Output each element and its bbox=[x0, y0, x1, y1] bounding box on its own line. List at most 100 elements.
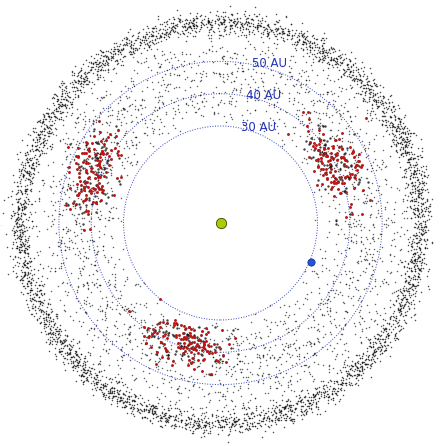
Point bbox=[92, 151, 99, 158]
Point bbox=[100, 169, 107, 177]
Point bbox=[22, 235, 29, 242]
Point bbox=[171, 322, 178, 329]
Point bbox=[178, 389, 185, 396]
Point bbox=[56, 100, 63, 107]
Point bbox=[221, 17, 228, 24]
Point bbox=[108, 162, 115, 169]
Point bbox=[27, 187, 34, 194]
Point bbox=[336, 144, 343, 151]
Point bbox=[410, 169, 417, 177]
Point bbox=[338, 158, 345, 165]
Point bbox=[340, 56, 347, 63]
Point bbox=[50, 94, 57, 101]
Point bbox=[187, 22, 194, 29]
Point bbox=[105, 47, 112, 54]
Point bbox=[232, 418, 239, 425]
Point bbox=[68, 337, 75, 344]
Point bbox=[70, 155, 77, 162]
Point bbox=[91, 81, 98, 88]
Point bbox=[227, 28, 234, 35]
Point bbox=[157, 415, 164, 422]
Point bbox=[127, 324, 134, 331]
Point bbox=[79, 372, 86, 380]
Point bbox=[33, 146, 40, 153]
Point bbox=[44, 212, 51, 219]
Point bbox=[312, 391, 319, 398]
Point bbox=[74, 215, 81, 222]
Point bbox=[74, 358, 81, 365]
Point bbox=[196, 340, 203, 347]
Point bbox=[317, 150, 324, 157]
Point bbox=[411, 130, 418, 137]
Point bbox=[402, 167, 409, 174]
Point bbox=[332, 60, 339, 67]
Point bbox=[285, 131, 292, 138]
Point bbox=[397, 289, 404, 296]
Point bbox=[417, 186, 424, 193]
Point bbox=[20, 172, 27, 179]
Point bbox=[181, 326, 188, 333]
Point bbox=[28, 200, 35, 207]
Point bbox=[156, 325, 163, 332]
Point bbox=[296, 32, 303, 39]
Point bbox=[95, 369, 102, 376]
Point bbox=[346, 204, 353, 211]
Point bbox=[140, 96, 147, 103]
Point bbox=[365, 335, 372, 342]
Point bbox=[363, 98, 370, 105]
Point bbox=[172, 413, 179, 420]
Point bbox=[272, 373, 279, 380]
Point bbox=[418, 231, 425, 238]
Point bbox=[226, 54, 233, 61]
Point bbox=[188, 77, 195, 84]
Point bbox=[265, 29, 272, 36]
Point bbox=[151, 408, 158, 415]
Point bbox=[354, 169, 361, 176]
Point bbox=[400, 286, 407, 293]
Point bbox=[392, 296, 400, 303]
Point bbox=[107, 49, 114, 56]
Point bbox=[246, 414, 253, 421]
Point bbox=[21, 211, 28, 218]
Point bbox=[155, 104, 162, 111]
Point bbox=[59, 90, 66, 97]
Point bbox=[99, 182, 106, 190]
Point bbox=[183, 100, 190, 107]
Point bbox=[381, 104, 388, 111]
Point bbox=[128, 346, 135, 353]
Point bbox=[214, 322, 221, 330]
Point bbox=[410, 246, 417, 253]
Point bbox=[30, 290, 37, 297]
Point bbox=[103, 297, 110, 304]
Point bbox=[228, 413, 235, 420]
Point bbox=[56, 84, 64, 91]
Point bbox=[63, 104, 70, 111]
Point bbox=[320, 146, 327, 153]
Point bbox=[406, 156, 413, 163]
Point bbox=[228, 70, 235, 77]
Point bbox=[56, 264, 63, 272]
Point bbox=[417, 202, 424, 209]
Point bbox=[189, 429, 196, 436]
Point bbox=[325, 296, 332, 303]
Point bbox=[80, 365, 87, 372]
Point bbox=[366, 343, 373, 350]
Point bbox=[152, 93, 159, 100]
Point bbox=[361, 145, 368, 152]
Point bbox=[22, 190, 29, 197]
Point bbox=[410, 174, 417, 181]
Point bbox=[396, 322, 403, 329]
Point bbox=[327, 287, 334, 294]
Point bbox=[168, 61, 175, 68]
Point bbox=[195, 419, 202, 426]
Point bbox=[125, 338, 132, 345]
Point bbox=[407, 189, 414, 196]
Point bbox=[46, 115, 53, 122]
Point bbox=[15, 204, 22, 211]
Point bbox=[241, 21, 248, 28]
Point bbox=[79, 61, 86, 68]
Point bbox=[352, 217, 359, 224]
Point bbox=[77, 350, 84, 357]
Point bbox=[61, 338, 68, 345]
Point bbox=[335, 53, 342, 60]
